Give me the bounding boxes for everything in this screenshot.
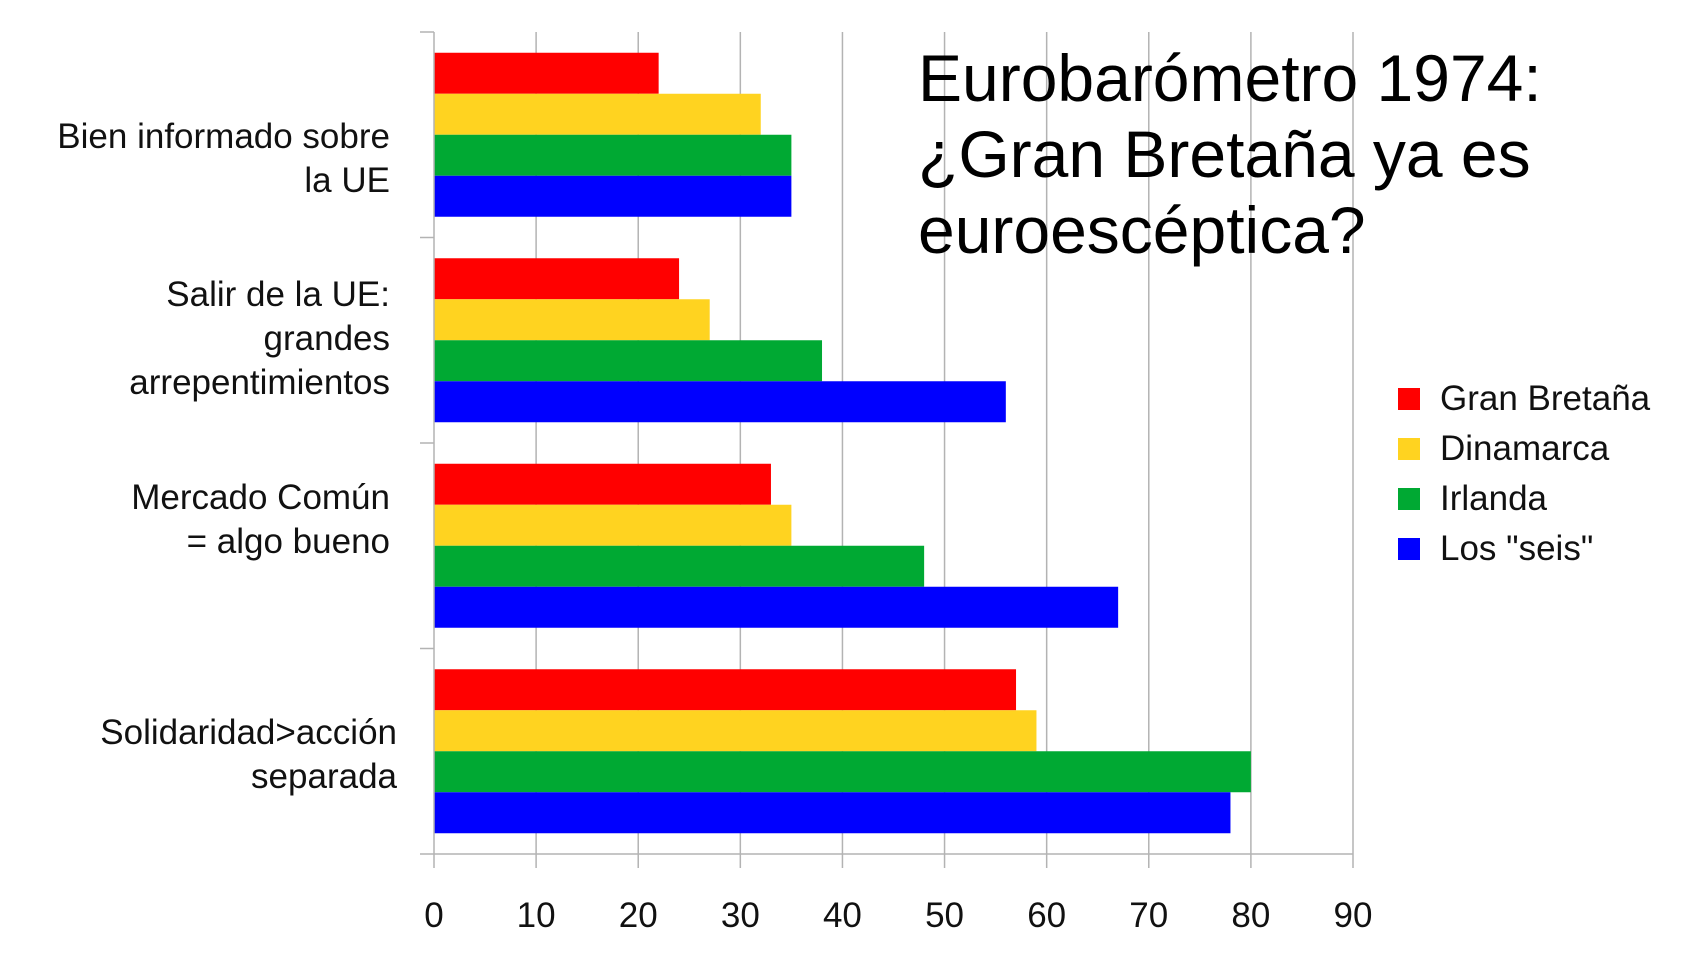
legend-item-irlanda: Irlanda: [1398, 474, 1650, 524]
bar-cat0-series2: [434, 134, 792, 176]
bar-cat2-series1: [434, 504, 792, 546]
bar-cat3-series3: [434, 792, 1231, 834]
category-label-0: Bien informado sobre la UE: [57, 117, 390, 200]
bar-cat0-series0: [434, 52, 659, 94]
category-label-1: Salir de la UE: grandes arrepentimientos: [129, 275, 390, 402]
x-tick-label-40: 40: [823, 896, 862, 935]
legend-swatch-dinamarca: [1398, 438, 1420, 460]
x-tick-label-60: 60: [1027, 896, 1066, 935]
category-label-3: Solidaridad>acción separada: [100, 713, 397, 796]
x-tick-label-10: 10: [517, 896, 556, 935]
legend-item-gran-bretana: Gran Bretaña: [1398, 374, 1650, 424]
axes: 0 10 20 30 40 50 60 70 80 90: [420, 31, 1373, 935]
legend-label-los-seis: Los "seis": [1440, 529, 1594, 568]
bar-cat1-series0: [434, 258, 680, 300]
legend-label-gran-bretana: Gran Bretaña: [1440, 379, 1651, 418]
legend: Gran Bretaña Dinamarca Irlanda Los "seis…: [1398, 374, 1650, 574]
x-tick-label-0: 0: [424, 896, 443, 935]
bar-cat0-series1: [434, 93, 761, 135]
bar-cat1-series1: [434, 299, 710, 341]
x-tick-label-80: 80: [1231, 896, 1270, 935]
bar-cat2-series3: [434, 586, 1119, 628]
bar-cat3-series2: [434, 751, 1251, 793]
bars-layer: [434, 52, 1251, 834]
bar-cat2-series0: [434, 463, 771, 505]
x-tick-label-20: 20: [619, 896, 658, 935]
legend-swatch-gran-bretana: [1398, 388, 1420, 410]
legend-label-irlanda: Irlanda: [1440, 479, 1548, 518]
legend-item-dinamarca: Dinamarca: [1398, 424, 1650, 474]
bar-cat3-series0: [434, 669, 1017, 711]
bar-cat1-series3: [434, 381, 1006, 423]
legend-label-dinamarca: Dinamarca: [1440, 429, 1610, 468]
legend-swatch-los-seis: [1398, 538, 1420, 560]
x-tick-label-30: 30: [721, 896, 760, 935]
legend-swatch-irlanda: [1398, 488, 1420, 510]
bar-cat1-series2: [434, 340, 823, 382]
bar-cat2-series2: [434, 545, 925, 587]
x-tick-label-70: 70: [1129, 896, 1168, 935]
chart-title: Eurobarómetro 1974: ¿Gran Bretaña ya es …: [918, 41, 1542, 267]
x-tick-label-90: 90: [1334, 896, 1373, 935]
bar-cat0-series3: [434, 175, 792, 217]
x-tick-label-50: 50: [925, 896, 964, 935]
legend-item-los-seis: Los "seis": [1398, 524, 1650, 574]
bar-cat3-series1: [434, 710, 1037, 752]
category-label-2: Mercado Común = algo bueno: [131, 478, 390, 561]
